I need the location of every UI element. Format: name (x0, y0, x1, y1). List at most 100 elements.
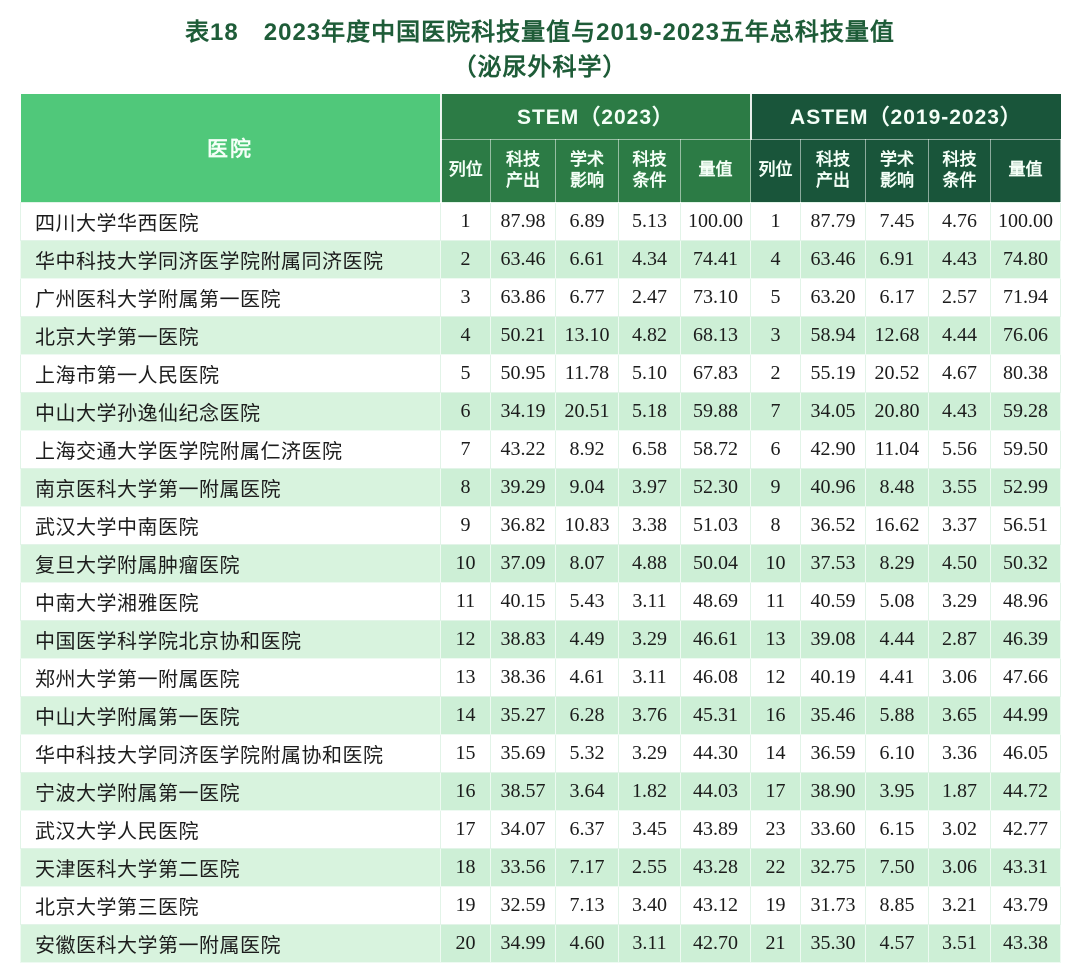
stem-value-1: 38.57 (490, 771, 556, 811)
col-header-stem-2: 学术 影响 (555, 138, 619, 202)
stem-value-0: 3 (440, 277, 491, 317)
stem-value-4: 43.12 (680, 885, 751, 925)
stem-value-3: 5.18 (618, 391, 681, 431)
table-row: 安徽医科大学第一附属医院 20 34.99 4.60 3.11 42.70 21 35.30 4… (20, 923, 1062, 963)
astem-value-2: 5.08 (865, 581, 929, 621)
astem-value-1: 34.05 (800, 391, 866, 431)
table-row: 郑州大学第一附属医院 13 38.36 4.61 3.11 46.08 12 40.19 4.4… (20, 657, 1062, 697)
astem-value-1: 40.96 (800, 467, 866, 507)
stem-value-1: 87.98 (490, 201, 556, 241)
astem-value-3: 4.76 (928, 201, 991, 241)
stem-value-0: 2 (440, 239, 491, 279)
hospital-name: 郑州大学第一附属医院 (20, 657, 441, 697)
hospital-name: 南京医科大学第一附属医院 (20, 467, 441, 507)
astem-value-3: 3.55 (928, 467, 991, 507)
stem-value-3: 4.88 (618, 543, 681, 583)
title-line1: 表18 2023年度中国医院科技量值与2019-2023五年总科技量值 (185, 19, 895, 46)
stem-value-2: 9.04 (555, 467, 619, 507)
col-group-stem: STEM（2023） (440, 94, 752, 139)
astem-value-3: 4.43 (928, 239, 991, 279)
astem-value-4: 43.31 (989, 847, 1062, 887)
stem-value-2: 6.77 (555, 277, 619, 317)
stem-value-4: 74.41 (680, 239, 751, 279)
hospital-name: 北京大学第一医院 (20, 315, 441, 355)
hospital-name: 中南大学湘雅医院 (20, 581, 441, 621)
astem-value-2: 11.04 (865, 429, 929, 469)
stem-value-2: 7.13 (555, 885, 619, 925)
astem-value-3: 2.87 (928, 619, 991, 659)
astem-value-3: 3.51 (928, 923, 991, 963)
stem-value-1: 39.29 (490, 467, 556, 507)
table-row: 中南大学湘雅医院 11 40.15 5.43 3.11 48.69 11 40.59 5.08 3… (20, 581, 1062, 621)
astem-value-4: 76.06 (989, 315, 1062, 355)
stem-value-0: 8 (440, 467, 491, 507)
astem-value-4: 50.32 (989, 543, 1062, 583)
astem-value-3: 3.02 (928, 809, 991, 849)
astem-value-2: 4.41 (865, 657, 929, 697)
astem-value-3: 3.36 (928, 733, 991, 773)
stem-value-3: 3.40 (618, 885, 681, 925)
astem-value-0: 14 (750, 733, 801, 773)
astem-value-0: 19 (750, 885, 801, 925)
astem-value-4: 80.38 (989, 353, 1062, 393)
astem-value-1: 40.59 (800, 581, 866, 621)
stem-value-4: 43.28 (680, 847, 751, 887)
hospital-name: 中山大学附属第一医院 (20, 695, 441, 735)
stem-value-3: 5.13 (618, 201, 681, 241)
astem-value-0: 11 (750, 581, 801, 621)
stem-value-3: 4.34 (618, 239, 681, 279)
astem-value-2: 7.50 (865, 847, 929, 887)
astem-value-2: 4.57 (865, 923, 929, 963)
stem-value-1: 33.56 (490, 847, 556, 887)
stem-value-0: 1 (440, 201, 491, 241)
stem-value-0: 7 (440, 429, 491, 469)
astem-value-0: 6 (750, 429, 801, 469)
astem-value-2: 16.62 (865, 505, 929, 545)
stem-value-0: 4 (440, 315, 491, 355)
astem-value-0: 8 (750, 505, 801, 545)
stem-value-2: 8.92 (555, 429, 619, 469)
stem-value-4: 52.30 (680, 467, 751, 507)
hospital-name: 中国医学科学院北京协和医院 (20, 619, 441, 659)
stem-value-2: 4.61 (555, 657, 619, 697)
astem-value-4: 59.28 (989, 391, 1062, 431)
col-header-hospital: 医院 (20, 94, 442, 202)
stem-value-2: 5.43 (555, 581, 619, 621)
astem-value-3: 4.67 (928, 353, 991, 393)
stem-value-2: 6.37 (555, 809, 619, 849)
stem-value-4: 46.61 (680, 619, 751, 659)
stem-value-1: 63.46 (490, 239, 556, 279)
astem-value-2: 8.85 (865, 885, 929, 925)
table-row: 北京大学第一医院 4 50.21 13.10 4.82 68.13 3 58.94 12.68 4… (20, 315, 1062, 355)
astem-value-3: 3.29 (928, 581, 991, 621)
header-sub-row: 列位 科技 产出 学术 影响 科技 条件 量值 列位 科技 产出 学术 影响 科技 条件 量值 (21, 138, 1062, 202)
astem-value-4: 71.94 (989, 277, 1062, 317)
stem-value-3: 3.38 (618, 505, 681, 545)
astem-value-4: 48.96 (989, 581, 1062, 621)
stem-value-1: 35.69 (490, 733, 556, 773)
astem-value-4: 46.39 (989, 619, 1062, 659)
hospital-name: 北京大学第三医院 (20, 885, 441, 925)
astem-value-1: 87.79 (800, 201, 866, 241)
stem-value-0: 20 (440, 923, 491, 963)
col-header-astem-3: 科技 条件 (928, 138, 991, 202)
astem-value-0: 17 (750, 771, 801, 811)
table-row: 广州医科大学附属第一医院 3 63.86 6.77 2.47 73.10 5 63.20 6.1… (20, 277, 1062, 317)
astem-value-1: 40.19 (800, 657, 866, 697)
table-row: 南京医科大学第一附属医院 8 39.29 9.04 3.97 52.30 9 40.96 8.4… (20, 467, 1062, 507)
astem-value-1: 55.19 (800, 353, 866, 393)
hospital-name: 中山大学孙逸仙纪念医院 (20, 391, 441, 431)
hospital-name: 广州医科大学附属第一医院 (20, 277, 441, 317)
stem-value-0: 5 (440, 353, 491, 393)
stem-value-0: 10 (440, 543, 491, 583)
astem-value-1: 58.94 (800, 315, 866, 355)
astem-value-0: 10 (750, 543, 801, 583)
astem-value-3: 5.56 (928, 429, 991, 469)
stem-value-3: 4.82 (618, 315, 681, 355)
stem-value-2: 6.61 (555, 239, 619, 279)
astem-value-1: 36.59 (800, 733, 866, 773)
astem-value-4: 46.05 (989, 733, 1062, 773)
table-row: 华中科技大学同济医学院附属同济医院 2 63.46 6.61 4.34 74.41 4 63.… (20, 239, 1062, 279)
table-row: 天津医科大学第二医院 18 33.56 7.17 2.55 43.28 22 32.75 7.5… (20, 847, 1062, 887)
table-row: 中山大学附属第一医院 14 35.27 6.28 3.76 45.31 16 35.46 5.8… (20, 695, 1062, 735)
